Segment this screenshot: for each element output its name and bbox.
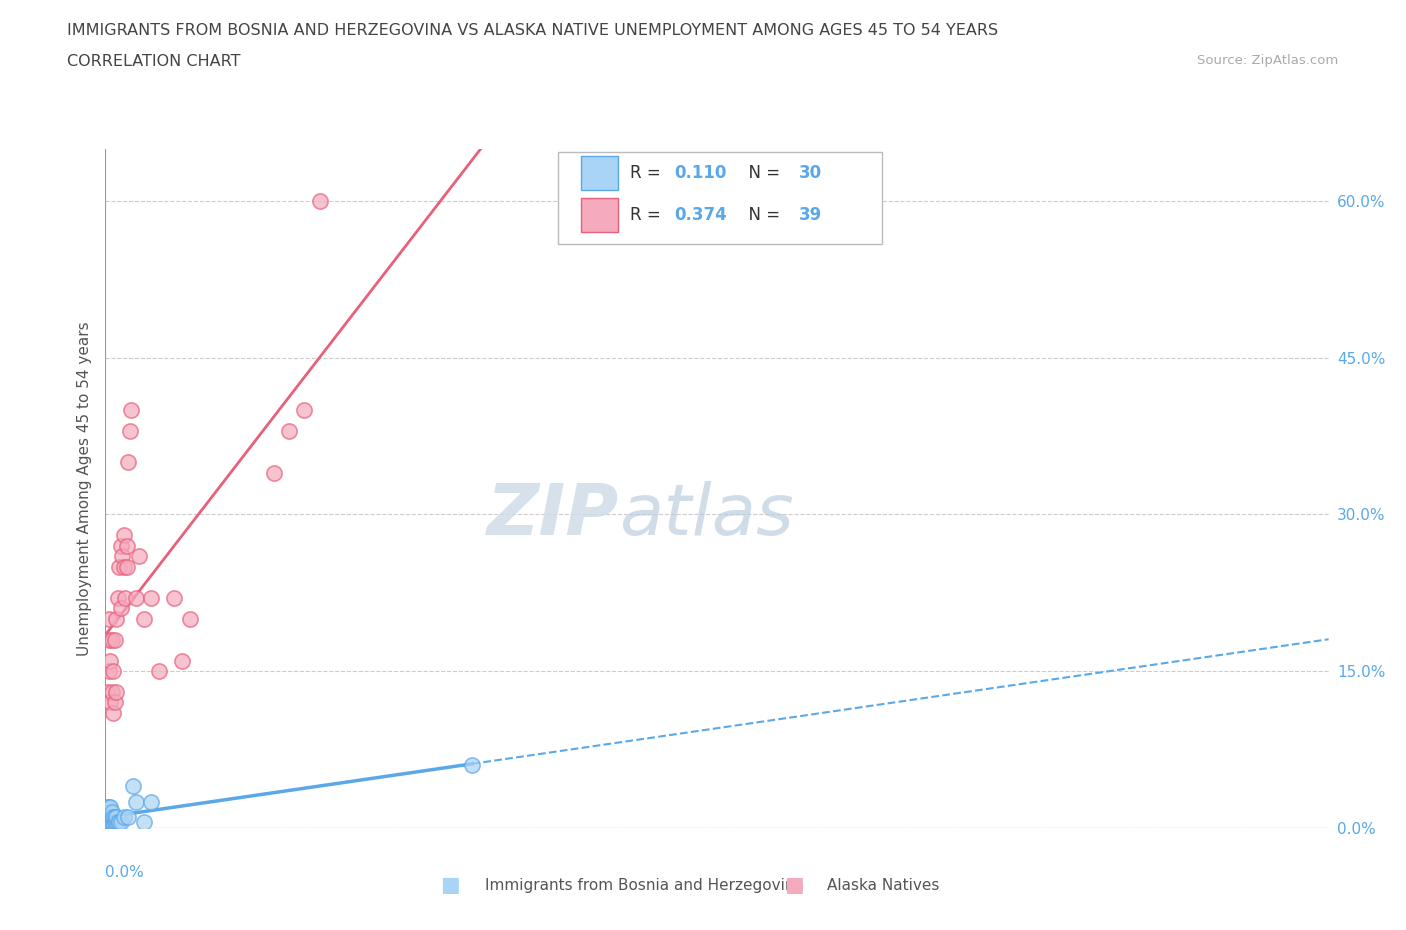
Point — [115, 559, 138, 574]
Point — [105, 684, 128, 699]
Point — [98, 800, 121, 815]
FancyBboxPatch shape — [558, 153, 882, 244]
Point — [100, 815, 122, 830]
Point — [96, 800, 118, 815]
Point — [97, 804, 120, 819]
Point — [100, 804, 122, 819]
Text: 0.110: 0.110 — [675, 164, 727, 181]
Point — [141, 591, 163, 605]
Text: atlas: atlas — [619, 481, 794, 550]
Point — [104, 810, 127, 825]
Text: ■: ■ — [440, 875, 460, 896]
Point — [117, 810, 139, 825]
Point — [132, 611, 155, 626]
Point — [96, 810, 118, 825]
Point — [118, 423, 141, 438]
Point — [100, 810, 122, 825]
Point — [114, 591, 136, 605]
Point — [101, 815, 124, 830]
Point — [98, 653, 121, 668]
Text: 0.374: 0.374 — [675, 206, 727, 224]
Point — [163, 591, 186, 605]
Point — [308, 193, 330, 208]
Text: 0.0%: 0.0% — [105, 865, 145, 880]
Point — [461, 758, 484, 773]
Point — [98, 695, 121, 710]
Point — [97, 815, 120, 830]
Text: IMMIGRANTS FROM BOSNIA AND HERZEGOVINA VS ALASKA NATIVE UNEMPLOYMENT AMONG AGES : IMMIGRANTS FROM BOSNIA AND HERZEGOVINA V… — [67, 23, 998, 38]
Text: Alaska Natives: Alaska Natives — [827, 878, 939, 893]
Point — [97, 800, 120, 815]
Point — [292, 403, 315, 418]
Point — [100, 632, 122, 647]
Y-axis label: Unemployment Among Ages 45 to 54 years: Unemployment Among Ages 45 to 54 years — [76, 321, 91, 656]
Point — [110, 538, 132, 553]
Point — [128, 549, 150, 564]
Text: R =: R = — [630, 206, 666, 224]
Point — [104, 695, 127, 710]
Point — [263, 465, 285, 480]
Point — [110, 601, 132, 616]
Point — [112, 810, 135, 825]
Point — [108, 815, 131, 830]
Point — [278, 423, 301, 438]
Point — [125, 794, 148, 809]
Text: N =: N = — [738, 206, 785, 224]
Point — [98, 815, 121, 830]
Point — [97, 632, 120, 647]
Point — [100, 684, 122, 699]
Point — [107, 591, 129, 605]
Point — [108, 559, 131, 574]
Point — [179, 611, 201, 626]
Text: Source: ZipAtlas.com: Source: ZipAtlas.com — [1198, 54, 1339, 67]
Point — [141, 794, 163, 809]
Point — [117, 455, 139, 470]
Point — [132, 815, 155, 830]
Point — [101, 664, 124, 679]
Point — [97, 810, 120, 825]
Text: ZIP: ZIP — [486, 481, 619, 550]
Text: CORRELATION CHART: CORRELATION CHART — [67, 54, 240, 69]
Point — [101, 705, 124, 720]
Point — [112, 559, 135, 574]
Text: ■: ■ — [785, 875, 804, 896]
Point — [104, 632, 127, 647]
Text: R =: R = — [630, 164, 666, 181]
FancyBboxPatch shape — [581, 155, 619, 190]
Point — [105, 611, 128, 626]
Point — [105, 810, 128, 825]
Point — [96, 815, 118, 830]
Text: Immigrants from Bosnia and Herzegovina: Immigrants from Bosnia and Herzegovina — [485, 878, 804, 893]
Point — [96, 684, 118, 699]
Point — [104, 815, 127, 830]
Point — [97, 611, 120, 626]
Point — [170, 653, 193, 668]
Point — [110, 815, 132, 830]
Point — [120, 403, 142, 418]
FancyBboxPatch shape — [581, 198, 619, 232]
Point — [148, 664, 170, 679]
Point — [97, 664, 120, 679]
Text: N =: N = — [738, 164, 785, 181]
Point — [125, 591, 148, 605]
Point — [105, 815, 128, 830]
Point — [112, 528, 135, 543]
Text: 39: 39 — [799, 206, 823, 224]
Point — [107, 815, 129, 830]
Point — [101, 810, 124, 825]
Point — [96, 804, 118, 819]
Point — [98, 810, 121, 825]
Point — [122, 778, 145, 793]
Point — [115, 538, 138, 553]
Text: 30: 30 — [799, 164, 823, 181]
Point — [111, 549, 134, 564]
